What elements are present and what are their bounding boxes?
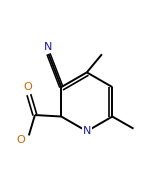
Text: O: O bbox=[16, 135, 25, 145]
Text: N: N bbox=[83, 126, 91, 136]
Text: N: N bbox=[44, 42, 53, 52]
Text: O: O bbox=[24, 82, 32, 92]
